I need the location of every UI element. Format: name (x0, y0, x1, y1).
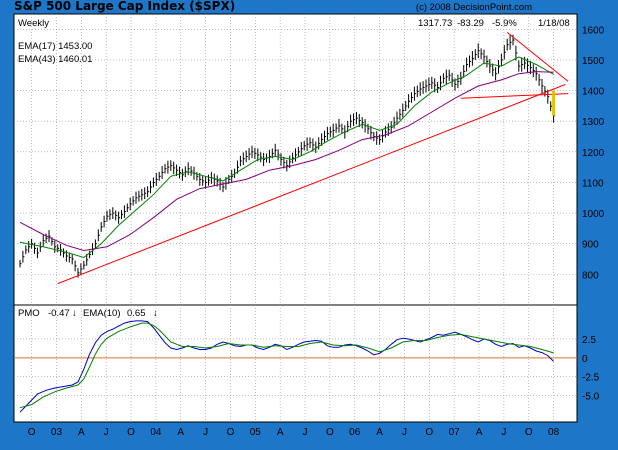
pmo-panel (13, 304, 578, 423)
last-close: 1317.73 (418, 18, 452, 29)
x-tick-label: A (177, 427, 184, 438)
x-tick-label: 03 (51, 427, 63, 438)
legend-ema17: EMA(17) 1453.00 (18, 41, 92, 52)
x-tick-label: 04 (150, 427, 162, 438)
x-tick-label: A (376, 427, 383, 438)
x-tick-label: O (28, 427, 36, 438)
price-y-tick-label: 1500 (582, 56, 605, 67)
chart-credit: (c) 2008 DecisionPoint.com (416, 2, 532, 13)
x-tick-label: O (227, 427, 235, 438)
x-tick-label: J (203, 427, 208, 438)
chart-title: S&P 500 Large Cap Index ($SPX) (14, 0, 235, 13)
pmo-arrow-down-icon: ↓ (72, 308, 77, 319)
x-tick-label: 07 (449, 427, 461, 438)
x-tick-label: A (78, 427, 85, 438)
price-y-tick-label: 900 (582, 240, 599, 251)
period-label: Weekly (18, 18, 49, 29)
pmo-value: -0.47 (48, 308, 70, 319)
x-tick-label: 05 (250, 427, 262, 438)
x-tick-label: J (402, 427, 407, 438)
legend-ema43: EMA(43) 1460.01 (18, 54, 92, 65)
pmo-y-tick-label: -2.5 (582, 373, 600, 384)
pmo-series-line (19, 320, 554, 413)
x-tick-label: O (425, 427, 433, 438)
pmo-y-tick-label: -5.0 (582, 392, 600, 403)
last-change: -83.29 (457, 18, 484, 29)
x-tick-label: 08 (548, 427, 560, 438)
pmo-series-line (19, 322, 554, 409)
x-tick-label: J (104, 427, 109, 438)
price-y-tick-label: 1000 (582, 209, 605, 220)
pmo-y-tick-label: 2.5 (582, 335, 596, 346)
price-y-tick-label: 1100 (582, 178, 604, 189)
price-y-tick-label: 1200 (582, 148, 605, 159)
x-tick-label: A (277, 427, 284, 438)
last-pct: -5.9% (492, 18, 517, 29)
x-tick-label: O (525, 427, 533, 438)
pmo-ema-value: 0.65 (127, 308, 146, 319)
trend-line (506, 32, 569, 82)
x-tick-label: O (326, 427, 334, 438)
x-tick-label: J (501, 427, 506, 438)
pmo-ema-label: EMA(10) (83, 308, 120, 319)
price-y-tick-label: 1400 (582, 87, 605, 98)
trend-line (460, 93, 569, 99)
pmo-y-tick-label: 0 (582, 354, 588, 365)
trend-line (57, 84, 566, 285)
x-tick-label: A (476, 427, 483, 438)
price-y-tick-label: 800 (582, 270, 599, 281)
pmo-ema-arrow-down-icon: ↓ (153, 308, 158, 319)
price-y-tick-label: 1600 (582, 25, 605, 36)
price-ema-line (19, 56, 554, 259)
pmo-label: PMO (18, 308, 40, 319)
price-ema-line (19, 71, 554, 252)
x-tick-label: J (303, 427, 308, 438)
x-tick-label: 06 (349, 427, 361, 438)
x-tick-label: O (127, 427, 135, 438)
price-y-tick-label: 1300 (582, 117, 605, 128)
